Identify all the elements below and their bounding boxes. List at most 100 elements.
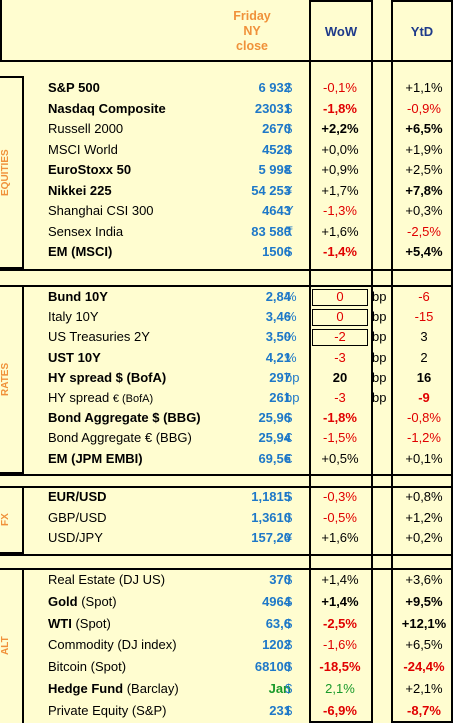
row-wow: 2,1% <box>325 681 355 696</box>
separator-line <box>0 554 453 556</box>
row-value: 6 932 <box>258 80 291 95</box>
row-ytd: -2,5% <box>407 223 441 239</box>
row-ytd: -0,9% <box>407 100 441 116</box>
table-row: EUR/USD 1,1815 $ -0,3% +0,8% <box>0 487 453 507</box>
row-name: S&P 500 <box>48 80 100 95</box>
row-value: 261 <box>269 390 291 405</box>
row-value: 3,50 <box>265 329 291 345</box>
table-row: HY spread $ (BofA) 297 bp 20 bp 16 <box>0 368 453 388</box>
row-wow: -0,3% <box>323 489 357 504</box>
row-value: 5 998 <box>258 162 291 177</box>
row-ytd: +7,8% <box>405 182 443 198</box>
row-ytd: +1,2% <box>405 509 443 525</box>
row-unit: % <box>285 329 297 345</box>
row-wow: +1,6% <box>321 530 359 545</box>
row-bp-unit: bp <box>372 329 387 345</box>
row-wow: 20 <box>332 369 348 385</box>
row-unit: $ <box>285 702 293 718</box>
rates-section-box <box>0 285 24 474</box>
row-unit: $ <box>285 615 293 631</box>
row-name: Italy 10Y <box>48 309 99 325</box>
friday-ny-close-header: Friday NY close <box>222 9 282 54</box>
header-ny: NY <box>243 24 261 38</box>
row-ytd: 3 <box>420 329 428 345</box>
row-wow: -0,1% <box>323 80 357 95</box>
row-unit: % <box>285 349 297 365</box>
row-name: Nikkei 225 <box>48 182 112 198</box>
row-name: HY spread € (BofA) <box>48 390 154 405</box>
row-bp-unit: bp <box>372 349 387 365</box>
row-name: EM (JPM EMBI) <box>48 450 143 466</box>
alt-section-box <box>0 568 24 723</box>
row-name: Private Equity (S&P) <box>48 702 167 718</box>
row-value: 157,20 <box>251 530 291 545</box>
row-unit: $ <box>285 141 293 157</box>
table-row: Shanghai CSI 300 4643 Y -1,3% +0,3% <box>0 201 453 221</box>
row-value: 1506 <box>262 244 291 259</box>
row-name: Russell 2000 <box>48 121 124 136</box>
row-ytd: +0,3% <box>405 203 443 218</box>
row-ytd: 2 <box>420 349 428 365</box>
row-name: Bund 10Y <box>48 289 108 304</box>
table-row: UST 10Y 4,21% -3 bp 2 <box>0 348 453 368</box>
row-unit: ¥ <box>285 182 293 198</box>
row-value: 370 <box>269 572 291 587</box>
table-row: Real Estate (DJ US) 370 $ +1,4% +3,6% <box>0 570 453 590</box>
row-name: MSCI World <box>48 141 118 157</box>
row-ytd: +1,1% <box>405 80 443 95</box>
row-name: Nasdaq Composite <box>48 100 166 116</box>
row-unit: Y <box>285 203 294 218</box>
row-bp-unit: bp <box>372 369 387 385</box>
row-value: 297 <box>269 369 291 385</box>
row-value: 54 253 <box>251 182 291 198</box>
row-ytd: +0,1% <box>405 450 443 466</box>
row-name: HY spread $ (BofA) <box>48 369 167 385</box>
row-value: Jan <box>268 681 291 696</box>
row-value: 3,46 <box>265 309 291 325</box>
row-unit: € <box>285 162 293 177</box>
wow-column-box <box>309 0 373 723</box>
table-row: EM (MSCI) 1506 $ -1,4% +5,4% <box>0 242 453 262</box>
row-unit: $ <box>285 100 293 116</box>
row-value: 1,3610 <box>251 509 291 525</box>
row-unit: $ <box>285 509 293 525</box>
row-ytd: +1,9% <box>405 141 443 157</box>
row-wow: +1,7% <box>321 182 359 198</box>
row-unit: $ <box>285 681 293 696</box>
row-wow: -18,5% <box>319 659 361 675</box>
row-ytd: +5,4% <box>405 244 443 259</box>
row-name: Sensex India <box>48 223 124 239</box>
row-name: Bond Aggregate € (BBG) <box>48 430 192 446</box>
table-row: Sensex India 83 580 ₹ +1,6% -2,5% <box>0 222 453 242</box>
separator-line <box>0 269 453 271</box>
row-ytd: -6 <box>418 289 430 304</box>
row-ytd: -15 <box>414 309 434 325</box>
table-row: Hedge Fund (Barclay)Hedge Fund (Barclay)… <box>0 679 453 699</box>
row-wow: +2,2% <box>321 121 359 136</box>
row-ytd: +6,5% <box>405 637 443 653</box>
table-row: Commodity (DJ index) 1202 $ -1,6% +6,5% <box>0 635 453 655</box>
row-name: Shanghai CSI 300 <box>48 203 154 218</box>
row-name: Real Estate (DJ US) <box>48 572 166 587</box>
row-wow: +1,4% <box>321 593 359 609</box>
row-wow: -3 <box>334 349 346 365</box>
row-value: 2670 <box>262 121 291 136</box>
row-value: 2,84 <box>265 289 291 304</box>
row-bp-unit: bp <box>372 309 387 325</box>
table-row: Bund 10Y 2,84% 0 bp -6 <box>0 287 453 307</box>
row-value: 231 <box>269 702 291 718</box>
header-row-box <box>0 0 453 62</box>
table-row: GBP/USD 1,3610 $ -0,5% +1,2% <box>0 508 453 528</box>
row-name: EM (MSCI) <box>48 244 113 259</box>
separator-line <box>24 568 453 570</box>
row-ytd: +2,5% <box>405 162 443 177</box>
row-wow: -2,5% <box>323 615 357 631</box>
row-unit: $ <box>285 637 293 653</box>
row-wow: -1,6% <box>323 637 357 653</box>
table-row: Bond Aggregate $ (BBG) 25,96 $ -1,8% -0,8% <box>0 408 453 428</box>
table-row: US Treasuries 2Y 3,50% -2 bp 3 <box>0 327 453 347</box>
row-value: 1,1815 <box>251 489 291 504</box>
separator-line <box>24 285 453 287</box>
row-wow: -3 <box>334 390 346 405</box>
ytd-header: YtD <box>410 24 434 39</box>
